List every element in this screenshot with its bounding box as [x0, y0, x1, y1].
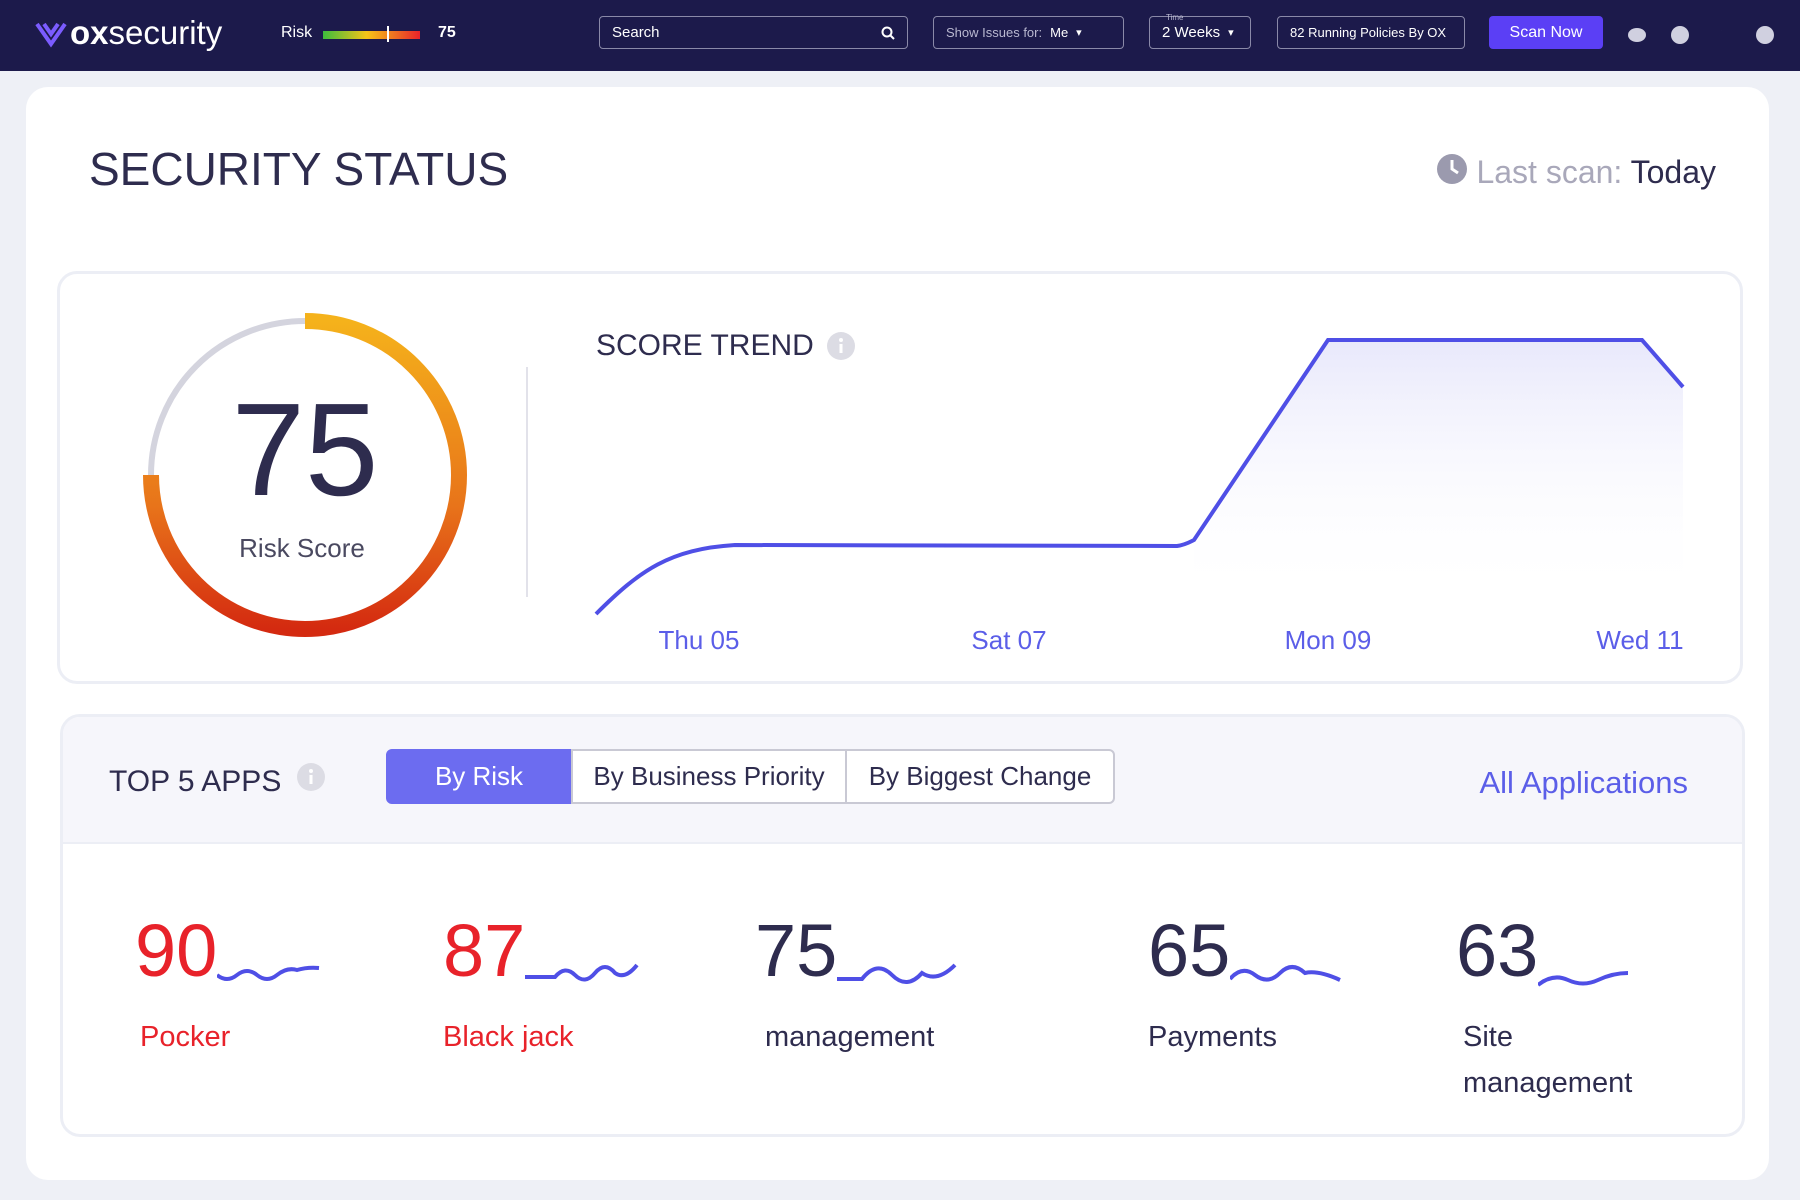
- logo-bold: ox: [70, 14, 109, 51]
- risk-gauge: 75 Risk Score: [143, 313, 467, 637]
- app-name[interactable]: Pocker: [140, 1021, 231, 1053]
- risk-score-value: 75: [232, 376, 379, 523]
- sparkline-path: [217, 965, 320, 981]
- app-sparkline: [217, 965, 320, 981]
- top-bar: oxsecurity Risk 75 Search Show Issues fo…: [0, 0, 1800, 71]
- info-icon[interactable]: [826, 331, 856, 361]
- clock-icon: [1437, 154, 1467, 184]
- theme-icon[interactable]: [1719, 26, 1730, 45]
- last-scan: Last scan: Today: [1476, 154, 1716, 191]
- last-scan-value: Today: [1630, 154, 1716, 190]
- logo-icon: [35, 22, 67, 48]
- user-icon[interactable]: [1756, 26, 1774, 44]
- gauge-track: [148, 318, 306, 476]
- divider: [526, 367, 528, 597]
- app-sparkline: [837, 963, 957, 984]
- tab[interactable]: By Business Priority: [571, 749, 847, 804]
- app-name[interactable]: Payments: [1148, 1021, 1277, 1053]
- help-icon[interactable]: [1671, 26, 1689, 44]
- sparkline-path: [837, 963, 957, 984]
- trend-chart: Thu 05 Sat 07 Mon 09 Wed 11: [594, 338, 1685, 655]
- risk-value: 75: [438, 24, 456, 41]
- gauge-arc: [143, 313, 467, 637]
- time-label: Time: [1166, 13, 1184, 22]
- risk-marker: [387, 26, 389, 42]
- x-label: Mon 09: [1285, 625, 1372, 655]
- search-placeholder: Search: [612, 24, 660, 41]
- x-label: Thu 05: [659, 625, 740, 655]
- app-score: 63: [1456, 909, 1539, 992]
- search-icon: [881, 26, 895, 40]
- app-name[interactable]: management: [765, 1021, 935, 1053]
- tab-active[interactable]: By Risk: [386, 749, 572, 804]
- scan-button[interactable]: Scan Now: [1489, 16, 1603, 49]
- logo: oxsecurity: [70, 14, 222, 52]
- page-title: SECURITY STATUS: [89, 143, 509, 195]
- policies-text: 82 Running Policies By OX: [1290, 25, 1447, 40]
- sparkline-path: [525, 963, 639, 982]
- all-apps-link[interactable]: All Applications: [1479, 765, 1688, 800]
- trend-title: SCORE TREND: [596, 329, 814, 362]
- header-icons: [1628, 26, 1774, 45]
- search-box[interactable]: Search: [599, 16, 908, 49]
- app-sparkline: [1230, 965, 1341, 982]
- app-score: 65: [1148, 909, 1231, 992]
- trend-line: [594, 338, 1685, 616]
- app-score: 90: [135, 909, 218, 992]
- apps-title: TOP 5 APPS: [109, 765, 282, 798]
- info-icon[interactable]: [296, 762, 326, 792]
- app-sparkline: [1538, 971, 1629, 987]
- risk-label: Risk: [281, 24, 313, 41]
- time-value: 2 Weeks: [1162, 24, 1221, 41]
- app-score: 87: [443, 909, 526, 992]
- show-issues-label: Show Issues for:: [946, 25, 1043, 40]
- show-issues-value: Me: [1050, 25, 1069, 40]
- risk-score-label: Risk Score: [239, 533, 365, 563]
- last-scan-label: Last scan:: [1476, 154, 1623, 190]
- logo-rest: security: [108, 14, 223, 51]
- app-score: 75: [755, 909, 838, 992]
- app-name[interactable]: Site management: [1463, 1021, 1633, 1099]
- chat-icon[interactable]: [1628, 28, 1646, 42]
- show-issues-dropdown[interactable]: Show Issues for: Me ▾: [933, 16, 1124, 49]
- time-dropdown[interactable]: Time 2 Weeks ▾: [1149, 13, 1251, 49]
- x-label: Sat 07: [971, 625, 1046, 655]
- trend-area: [1194, 340, 1683, 600]
- tab[interactable]: By Biggest Change: [845, 749, 1115, 804]
- policies-button[interactable]: 82 Running Policies By OX: [1277, 16, 1465, 49]
- sparkline-path: [1538, 971, 1629, 987]
- sparkline-path: [1230, 965, 1341, 982]
- risk-bar: [323, 31, 420, 39]
- app-sparkline: [525, 963, 639, 982]
- x-label: Wed 11: [1596, 625, 1683, 655]
- app-name[interactable]: Black jack: [443, 1021, 574, 1053]
